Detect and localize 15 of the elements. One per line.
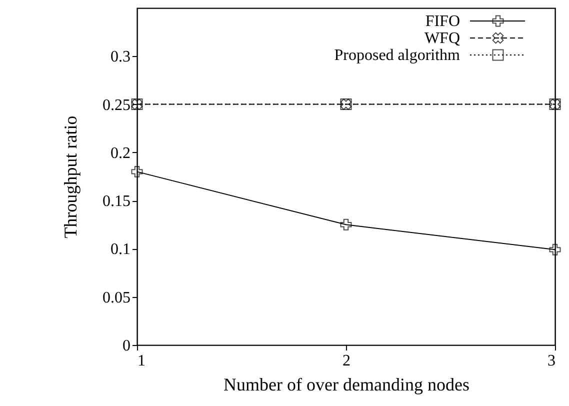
y-tick-label: 0.15 [102, 193, 130, 210]
y-tick-label: 0.2 [110, 144, 130, 162]
legend-label: WFQ [424, 30, 460, 47]
y-tick-label: 0.05 [102, 289, 130, 306]
x-tick-label: 3 [548, 352, 556, 370]
y-tick-label: 0.3 [110, 48, 130, 66]
y-tick-label: 0 [122, 338, 130, 354]
y-tick-label: 0.25 [102, 96, 130, 114]
legend-label: FIFO [425, 13, 460, 30]
legend-label: Proposed algorithm [334, 47, 461, 64]
x-axis-title: Number of over demanding nodes [224, 374, 470, 394]
y-axis-title: Throughput ratio [60, 116, 80, 238]
y-tick-label: 0.1 [110, 241, 130, 258]
x-tick-label: 1 [138, 352, 146, 370]
x-tick-label: 2 [342, 352, 350, 370]
